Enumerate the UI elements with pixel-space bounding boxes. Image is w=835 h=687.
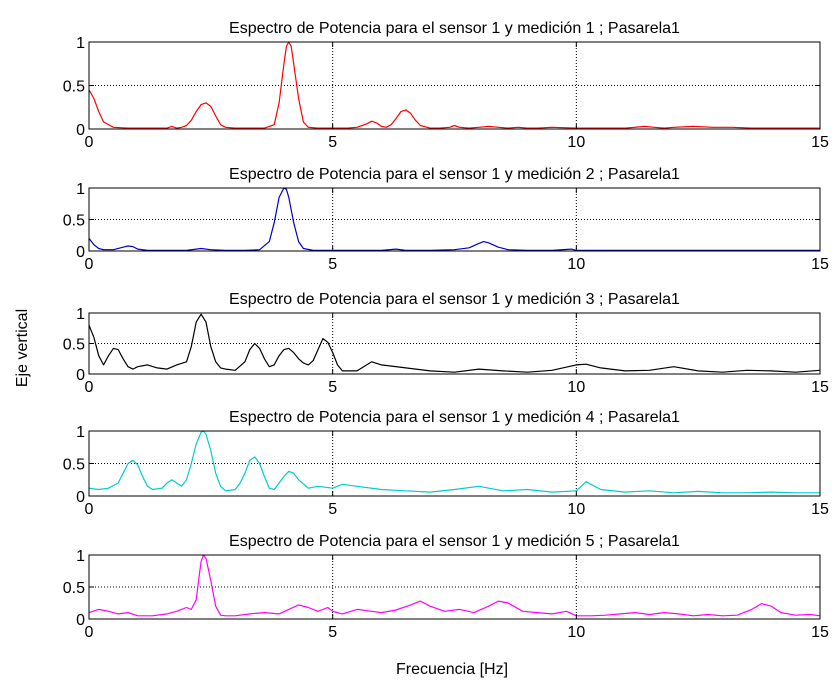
- x-tick-label: 15: [811, 501, 829, 518]
- x-tick-label: 10: [567, 501, 585, 518]
- x-tick-label: 0: [85, 624, 94, 641]
- subplot-title: Espectro de Potencia para el sensor 1 y …: [229, 166, 680, 183]
- series-line: [88, 313, 821, 373]
- y-tick-label: 1: [76, 181, 85, 198]
- y-tick-label: 0.5: [63, 79, 85, 96]
- x-tick-label: 0: [85, 134, 94, 151]
- subplot-title: Espectro de Potencia para el sensor 1 y …: [229, 533, 680, 550]
- subplot-title: Espectro de Potencia para el sensor 1 y …: [229, 291, 680, 308]
- subplot-title: Espectro de Potencia para el sensor 1 y …: [229, 409, 680, 426]
- x-tick-label: 15: [811, 134, 829, 151]
- series-line: [88, 430, 820, 494]
- x-tick-label: 10: [567, 134, 585, 151]
- x-tick-label: 15: [811, 256, 829, 273]
- y-tick-label: 0: [76, 489, 85, 506]
- x-tick-label: 15: [811, 379, 829, 396]
- x-axis-label: Frecuencia [Hz]: [396, 661, 508, 678]
- y-axis-label: Eje vertical: [14, 309, 31, 387]
- x-tick-label: 10: [567, 256, 585, 273]
- subplot-title: Espectro de Potencia para el sensor 1 y …: [229, 20, 680, 37]
- subplot-3: Espectro de Potencia para el sensor 1 y …: [63, 291, 829, 396]
- x-tick-label: 5: [328, 624, 337, 641]
- y-tick-label: 0: [76, 122, 85, 139]
- x-tick-label: 0: [85, 501, 94, 518]
- x-tick-label: 10: [567, 379, 585, 396]
- x-tick-label: 15: [811, 624, 829, 641]
- y-tick-label: 1: [76, 35, 85, 52]
- y-tick-label: 1: [76, 548, 85, 565]
- subplot-container: Espectro de Potencia para el sensor 1 y …: [63, 20, 829, 641]
- x-tick-label: 10: [567, 624, 585, 641]
- x-tick-label: 0: [85, 256, 94, 273]
- y-tick-label: 0: [76, 244, 85, 261]
- y-tick-label: 1: [76, 306, 85, 323]
- x-tick-label: 5: [328, 379, 337, 396]
- subplot-2: Espectro de Potencia para el sensor 1 y …: [63, 166, 829, 273]
- y-tick-label: 0.5: [63, 580, 85, 597]
- subplot-4: Espectro de Potencia para el sensor 1 y …: [63, 409, 829, 518]
- y-tick-label: 0: [76, 367, 85, 384]
- x-tick-label: 5: [328, 256, 337, 273]
- y-tick-label: 0.5: [63, 457, 85, 474]
- x-tick-label: 5: [328, 501, 337, 518]
- x-tick-label: 5: [328, 134, 337, 151]
- y-tick-label: 0: [76, 612, 85, 629]
- subplot-1: Espectro de Potencia para el sensor 1 y …: [63, 20, 829, 151]
- y-tick-label: 1: [76, 424, 85, 441]
- y-tick-label: 0.5: [63, 213, 85, 230]
- subplot-5: Espectro de Potencia para el sensor 1 y …: [63, 533, 829, 641]
- series-line: [88, 41, 820, 129]
- x-tick-label: 0: [85, 379, 94, 396]
- series-line: [88, 187, 820, 251]
- y-tick-label: 0.5: [63, 337, 85, 354]
- series-line: [88, 554, 821, 617]
